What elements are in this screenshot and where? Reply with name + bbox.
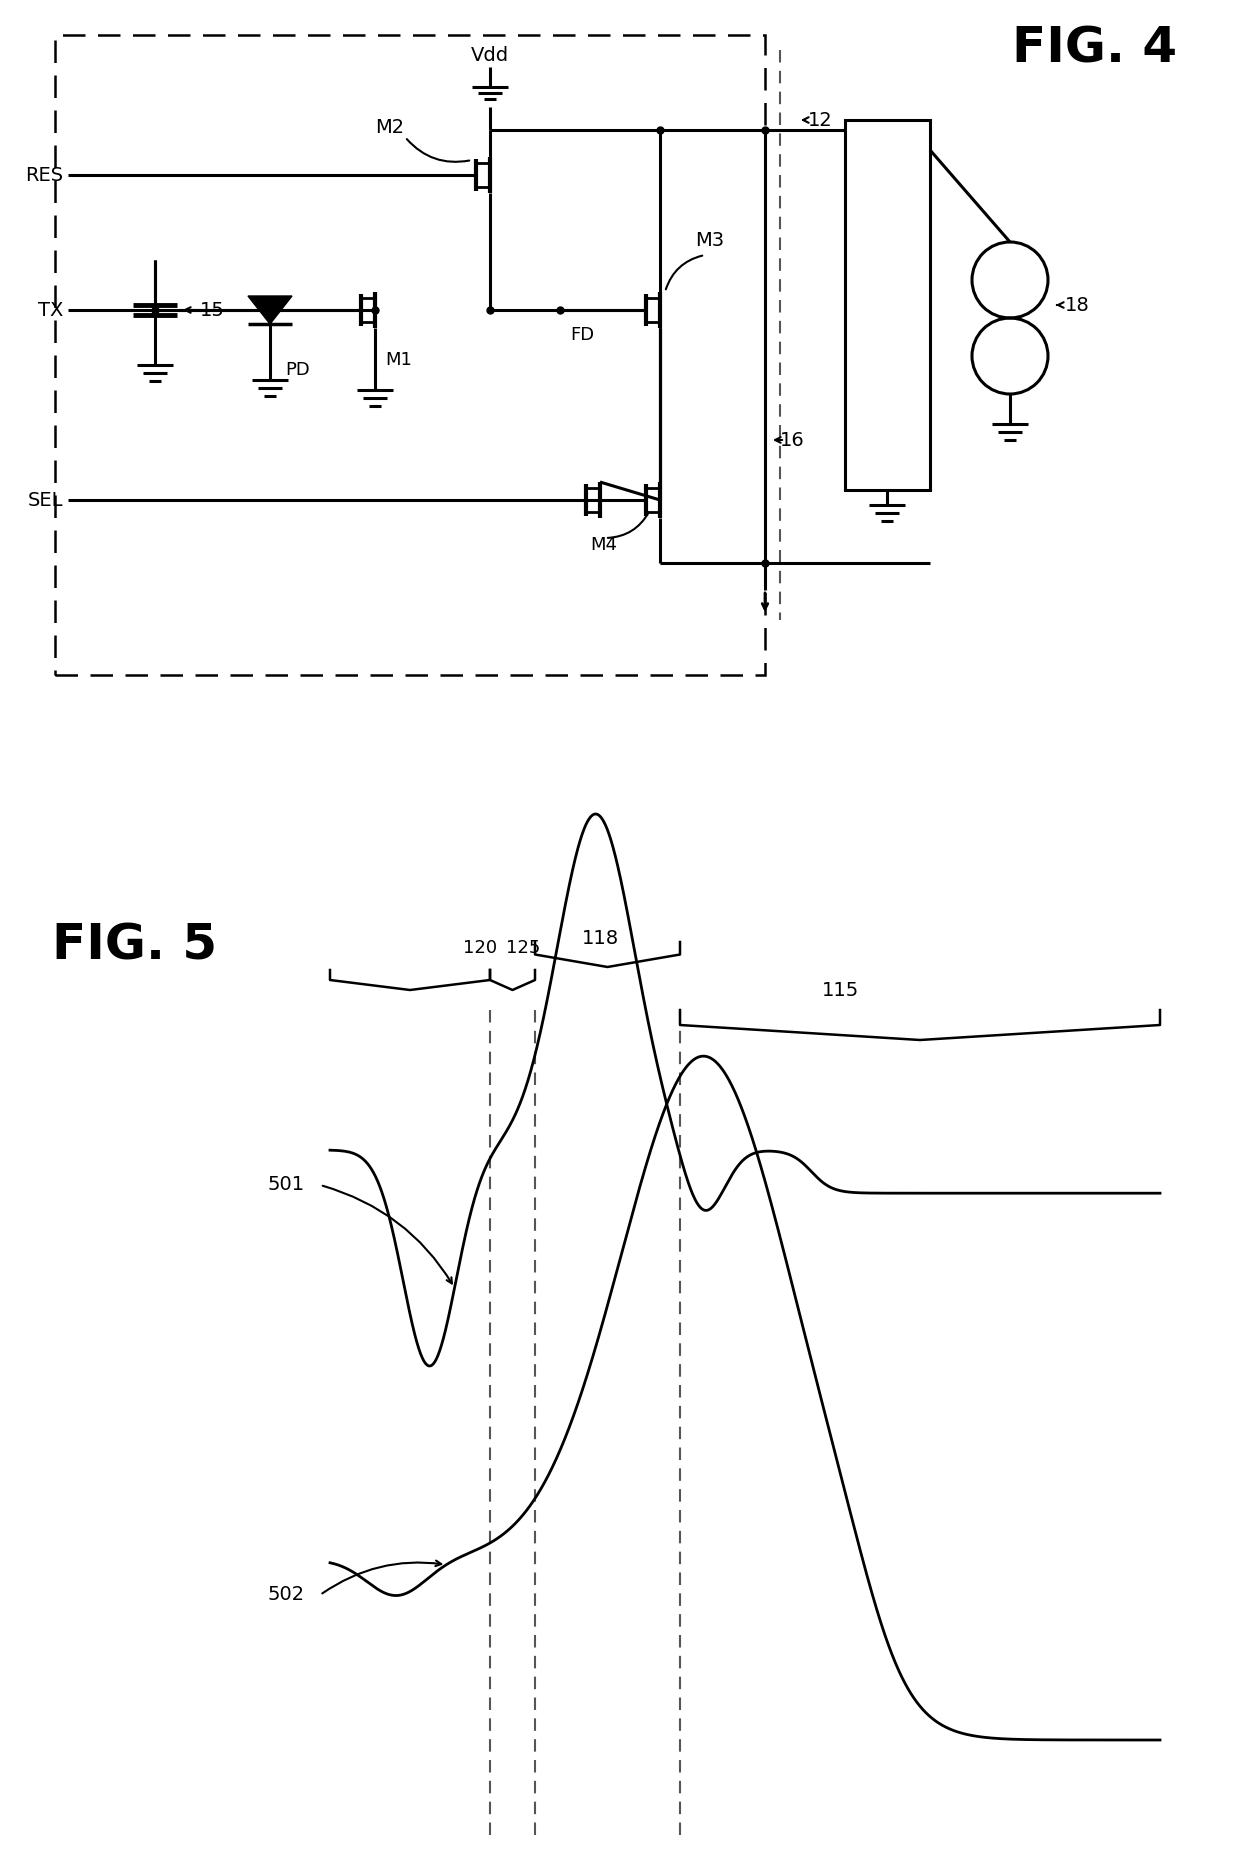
Text: 125: 125	[506, 939, 541, 958]
Text: SEL: SEL	[27, 491, 63, 510]
Text: 16: 16	[780, 431, 805, 450]
Text: FIG. 4: FIG. 4	[1012, 24, 1178, 73]
Text: M4: M4	[590, 536, 618, 554]
Text: TX: TX	[37, 301, 63, 319]
Text: 115: 115	[821, 980, 858, 999]
Text: 502: 502	[268, 1585, 305, 1604]
Text: M3: M3	[694, 230, 724, 250]
Text: 118: 118	[582, 928, 619, 947]
Text: Vdd: Vdd	[471, 45, 510, 65]
Bar	[844, 119, 930, 489]
Text: M1: M1	[384, 351, 412, 370]
Text: 120: 120	[463, 939, 497, 958]
Text: FD: FD	[570, 327, 594, 344]
Bar	[55, 35, 765, 676]
Text: 501: 501	[268, 1176, 305, 1195]
Text: 15: 15	[200, 301, 224, 319]
Text: M2: M2	[374, 118, 404, 136]
Text: 12: 12	[808, 110, 833, 129]
Polygon shape	[248, 297, 291, 325]
Text: RES: RES	[25, 166, 63, 185]
Text: 18: 18	[1065, 295, 1090, 314]
Text: PD: PD	[285, 360, 310, 379]
Text: FIG. 5: FIG. 5	[52, 920, 217, 969]
